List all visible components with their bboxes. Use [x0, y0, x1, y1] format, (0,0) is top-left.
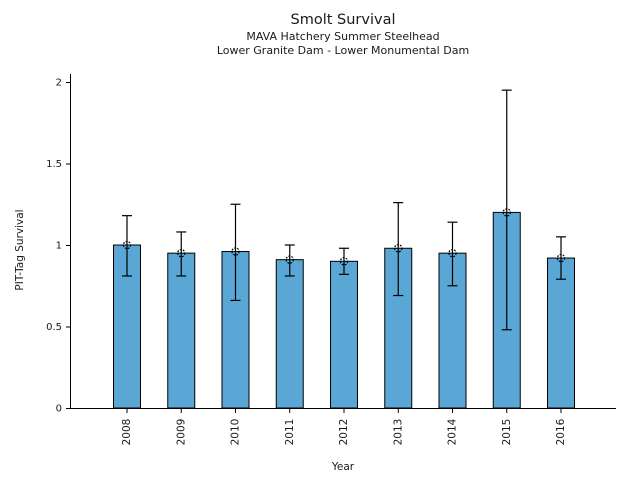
y-tick-label: 1 — [56, 241, 62, 252]
mean-marker-2015 — [502, 208, 511, 217]
mean-marker-2016 — [556, 253, 566, 263]
bar-2011 — [275, 259, 304, 409]
y-tick-label: 0 — [56, 404, 62, 415]
chart-title: Smolt Survival — [290, 12, 396, 28]
x-tick-label: 2008 — [121, 419, 133, 446]
x-axis-label: Year — [331, 461, 355, 473]
y-tick-label: 0.5 — [46, 322, 62, 333]
bar-2016 — [547, 257, 575, 409]
mean-marker-2014 — [448, 248, 457, 258]
x-tick-label: 2011 — [284, 419, 296, 446]
x-tick-label: 2009 — [175, 419, 187, 446]
x-tick-label: 2010 — [230, 419, 242, 446]
chart-subtitle-line2: Lower Granite Dam - Lower Monumental Dam — [216, 44, 470, 58]
mean-marker-2011 — [285, 255, 294, 264]
chart-header: Smolt Survival MAVA Hatchery Summer Stee… — [70, 0, 616, 58]
mean-marker-2009 — [177, 248, 186, 258]
y-tick-label: 1.5 — [46, 159, 62, 170]
mean-marker-2008 — [122, 240, 132, 250]
bar-2012 — [330, 260, 358, 409]
y-tick-label: 2 — [56, 78, 62, 89]
x-tick-label: 2016 — [555, 418, 567, 445]
chart-subtitle-line1: MAVA Hatchery Summer Steelhead — [246, 29, 440, 43]
x-tick-label: 2015 — [501, 419, 513, 446]
mean-marker-2012 — [339, 257, 349, 266]
x-tick-label: 2012 — [338, 419, 350, 446]
mean-marker-2010 — [231, 247, 240, 256]
mean-marker-2013 — [394, 244, 403, 253]
y-axis-label: PIT-Tag Survival — [14, 209, 26, 291]
x-tick-label: 2014 — [447, 418, 459, 445]
x-tick-label: 2013 — [392, 419, 404, 446]
